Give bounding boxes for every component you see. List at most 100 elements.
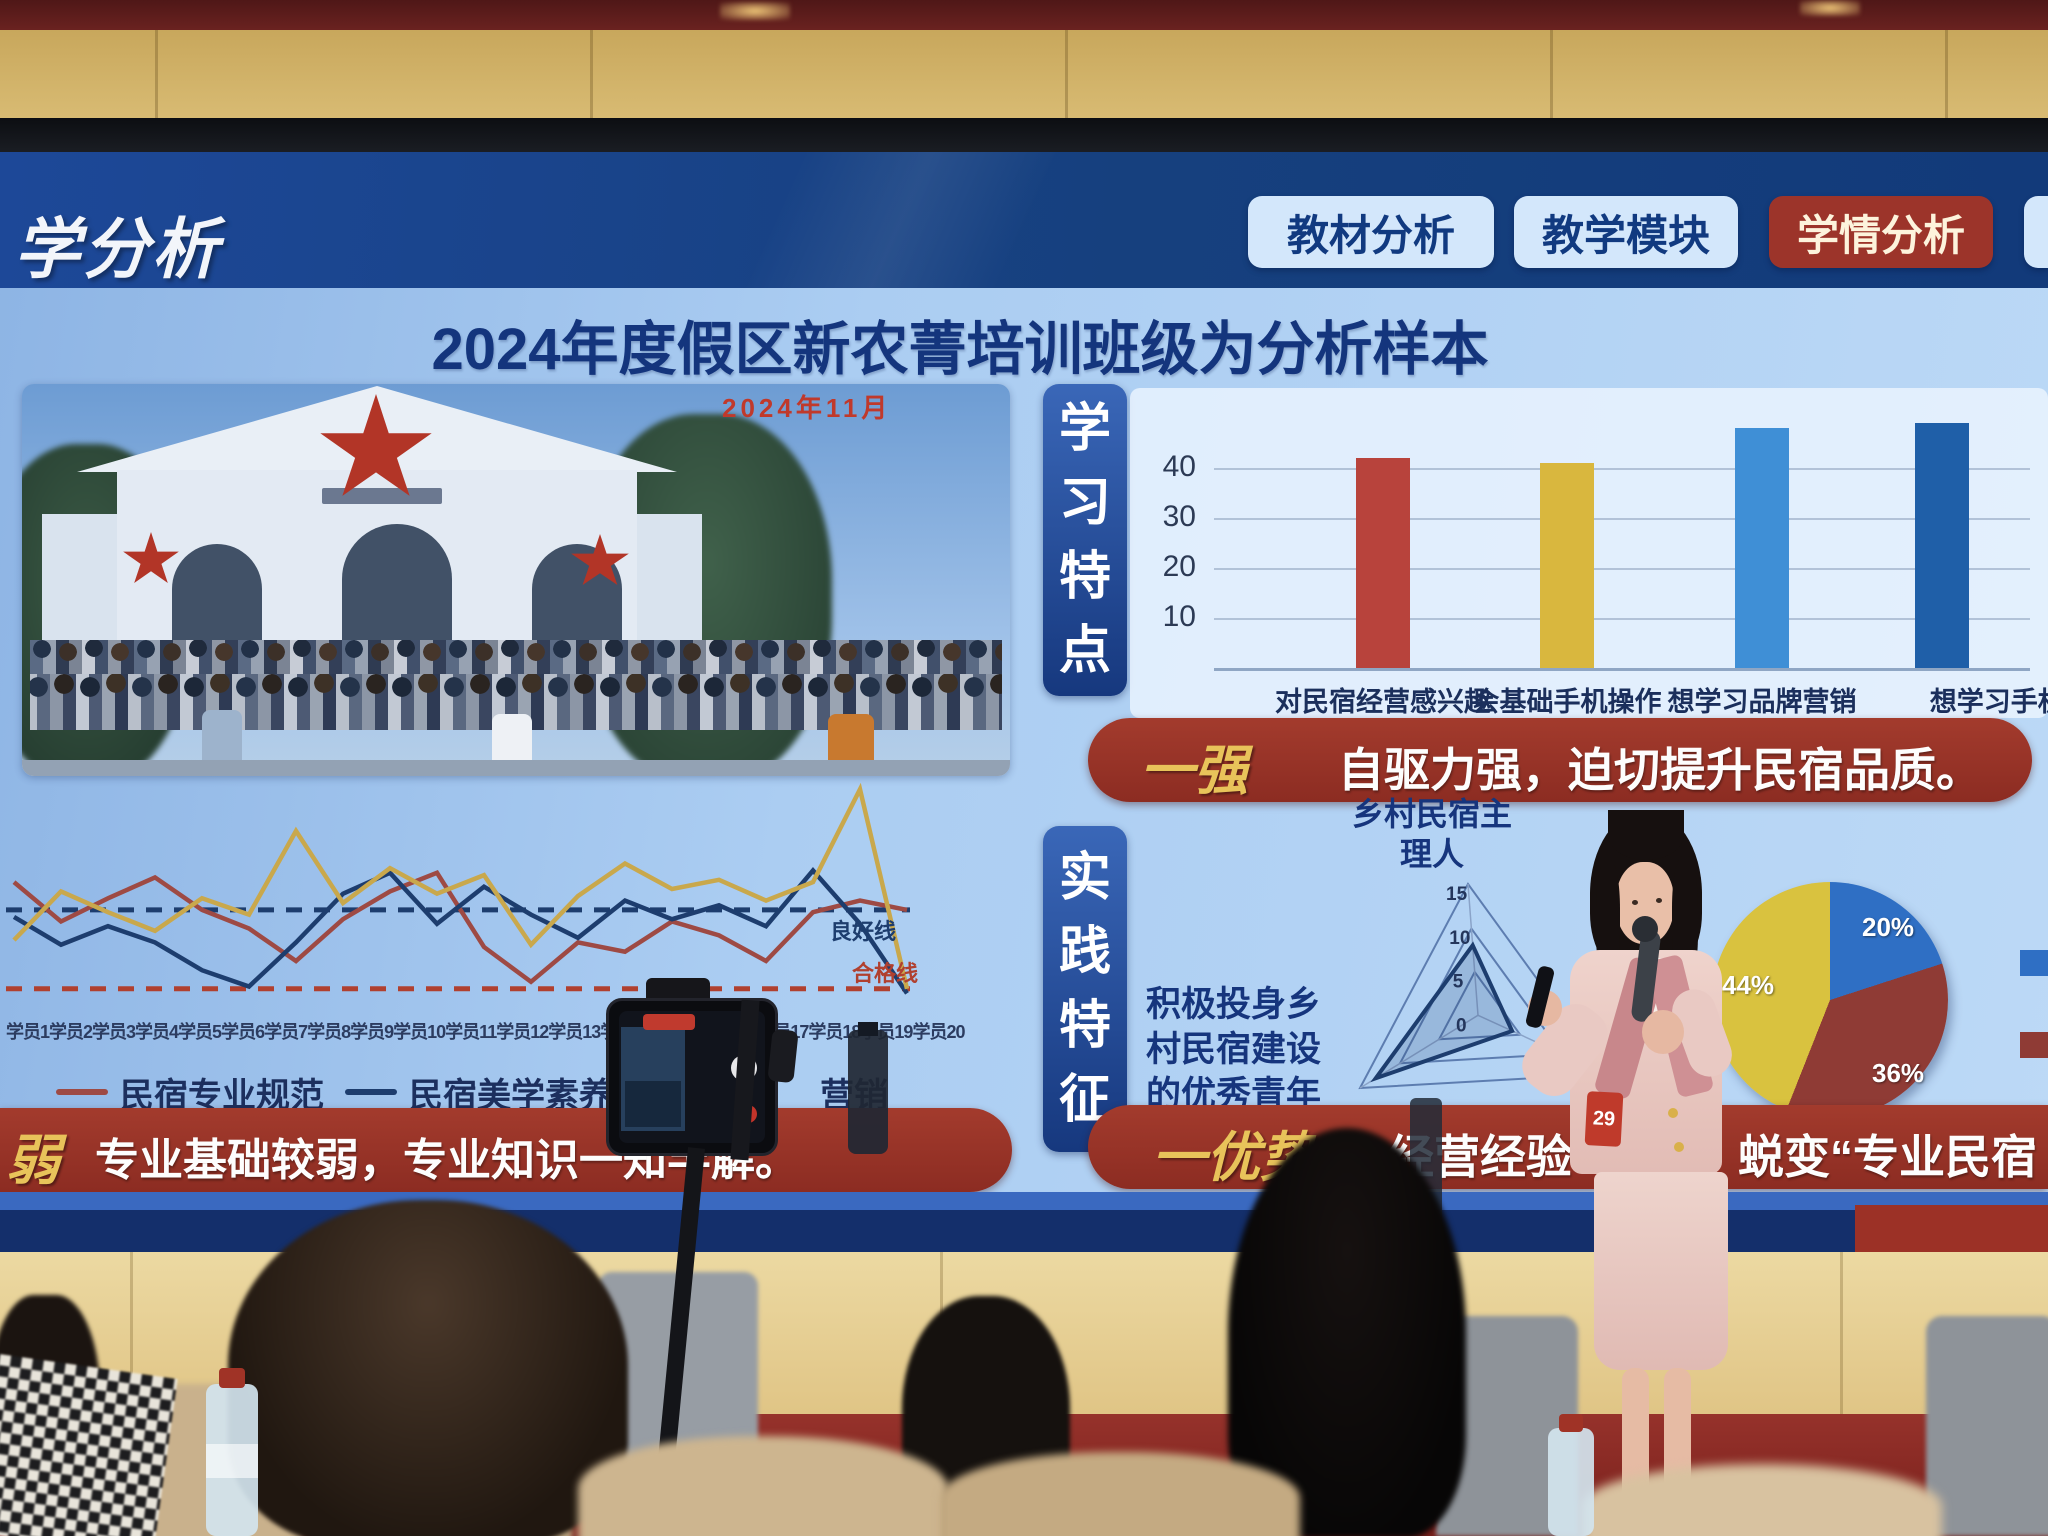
slide-title: 2024年度假区新农菁培训班级为分析样本: [431, 317, 1489, 382]
tab-教材分析: 教材分析: [1248, 196, 1494, 268]
group-photo: 2024年11月: [22, 384, 1010, 776]
presenter-bangs: [1608, 810, 1684, 860]
foreground-chair: [940, 1452, 1300, 1536]
practice-desc-line: 村民宿建设: [1146, 1030, 1322, 1069]
presenter-skirt: [1594, 1172, 1728, 1370]
audience-head: [228, 1200, 628, 1536]
legend-swatch: [56, 1089, 108, 1095]
presenter-eye: [1656, 898, 1662, 903]
pass-line-label: 合格线: [852, 961, 919, 986]
pie-label-20%: 20%: [1862, 912, 1915, 942]
wall-top: [0, 30, 2048, 122]
x-label: 学员10: [393, 1022, 446, 1042]
radar-title-line2: 理人: [1399, 836, 1464, 872]
pill-char: 实: [1058, 849, 1111, 907]
banner-strength: 一强 自驱力强，迫切提升民宿品质。: [1088, 718, 2032, 802]
blazer-button: [1668, 1108, 1678, 1118]
wall-seam: [590, 30, 593, 122]
pie-chart: 20% 36% 44%: [1712, 882, 1948, 1118]
ceiling-light: [1800, 0, 1860, 16]
water-bottle: [1548, 1428, 1594, 1536]
x-label: 学员4: [135, 1022, 179, 1042]
pill-char: 习: [1058, 474, 1111, 532]
tab-学情分析: 学情分析: [1769, 196, 1993, 268]
bar-对民宿经营感兴趣: [1356, 458, 1410, 668]
bar-想学习手机A: [1915, 423, 1969, 668]
bar-想学习品牌营销: [1735, 428, 1789, 668]
wall-seam: [1945, 30, 1948, 122]
svg-text:15: 15: [1446, 884, 1468, 905]
contestant-badge: 29: [1584, 1091, 1624, 1147]
screen-bottom-strip-light: [0, 1192, 2048, 1210]
pie-label-44%: 44%: [1722, 970, 1775, 1000]
bar-category-label: 会基础手机操作: [1472, 687, 1662, 717]
wall-seam: [1550, 30, 1553, 122]
x-label: 学员13: [548, 1022, 601, 1042]
pill-char: 学: [1058, 400, 1111, 458]
presenter-hand: [1642, 1010, 1684, 1054]
bar-category-label: 想学习品牌营销: [1667, 687, 1857, 717]
pie-legend-swatch: [2020, 1032, 2048, 1058]
x-label: 学员5: [178, 1022, 222, 1042]
bar-chart-baseline: [1214, 668, 2030, 671]
wall-seam: [155, 30, 158, 122]
x-label: 学员11: [445, 1022, 497, 1042]
slide-body: 2024年度假区新农菁培训班级为分析样本: [0, 288, 2048, 1252]
tripod-knob: [767, 1028, 799, 1084]
line-chart-svg: [6, 782, 910, 995]
phone-rec-indicator: [643, 1014, 695, 1030]
pie-label-36%: 36%: [1872, 1058, 1925, 1088]
person-light-jacket: [202, 710, 242, 768]
radar-chart: 15 10 5 0: [1350, 876, 1620, 1106]
ceiling-light: [720, 2, 790, 20]
slide-section-title: 学分析: [14, 212, 221, 286]
blazer-button: [1674, 1142, 1684, 1152]
microphone-head: [1632, 916, 1658, 942]
gridline: [1214, 568, 2030, 570]
audience-chair: [1926, 1316, 2048, 1536]
water-bottle-cap: [1559, 1414, 1583, 1432]
learning-section-pill: 学习特点: [1043, 384, 1127, 696]
ceiling-band: [0, 0, 2048, 30]
good-line-label: 良好线: [830, 919, 897, 944]
photo-date: 2024年11月: [722, 393, 892, 423]
audience-head: [1228, 1128, 1466, 1536]
y-tick-label: 10: [1162, 600, 1196, 633]
photo-ground: [22, 760, 1010, 776]
water-bottle-cap: [858, 1022, 878, 1036]
x-label: 学员2: [49, 1022, 93, 1042]
legend-swatch: [345, 1089, 397, 1095]
pill-char: 践: [1058, 923, 1111, 981]
pill-char: 特: [1058, 548, 1111, 606]
screen-bezel: [0, 118, 2048, 154]
practice-section-pill: 实践特征: [1043, 826, 1127, 1152]
wall-seam: [130, 1252, 133, 1428]
svg-text:5: 5: [1453, 972, 1464, 993]
svg-text:0: 0: [1456, 1015, 1467, 1036]
x-label: 学员20: [912, 1022, 965, 1042]
banner-advantage: 一优势 经营经验 蜕变“专业民宿: [1088, 1105, 2048, 1189]
presenter-eye: [1632, 900, 1638, 905]
foreground-chair: [1582, 1464, 1942, 1536]
x-label: 学员1: [6, 1022, 50, 1042]
projection-screen: 学分析 教材分析 教学模块 学情分析 2024年度假区新农菁培训班级为分析样本: [0, 152, 2048, 1252]
wall-seam: [1065, 30, 1068, 122]
water-bottle: [848, 1030, 888, 1154]
gridline: [1214, 618, 2030, 620]
water-bottle-cap: [219, 1368, 245, 1388]
radar-chart-svg: 15 10 5 0: [1358, 882, 1608, 1090]
practice-description: 积极投身乡 村民宿建设 的优秀青年: [1146, 982, 1346, 1117]
gridline: [1214, 518, 2030, 520]
audience-houndstooth-shoulder: [0, 1352, 178, 1536]
bar-会基础手机操作: [1540, 463, 1594, 668]
screen-bottom-red-block: [1855, 1205, 2048, 1252]
y-tick-label: 40: [1162, 450, 1196, 483]
line-chart: [0, 780, 1012, 1012]
banner-weakness-tag: 弱: [6, 1131, 60, 1191]
tab-教学模块: 教学模块: [1514, 196, 1738, 268]
bar-category-label: 想学习手机A: [1929, 687, 2048, 717]
legend-item-民宿美学素养: 民宿美学素养: [345, 1072, 613, 1115]
x-label: 学员6: [221, 1022, 265, 1042]
